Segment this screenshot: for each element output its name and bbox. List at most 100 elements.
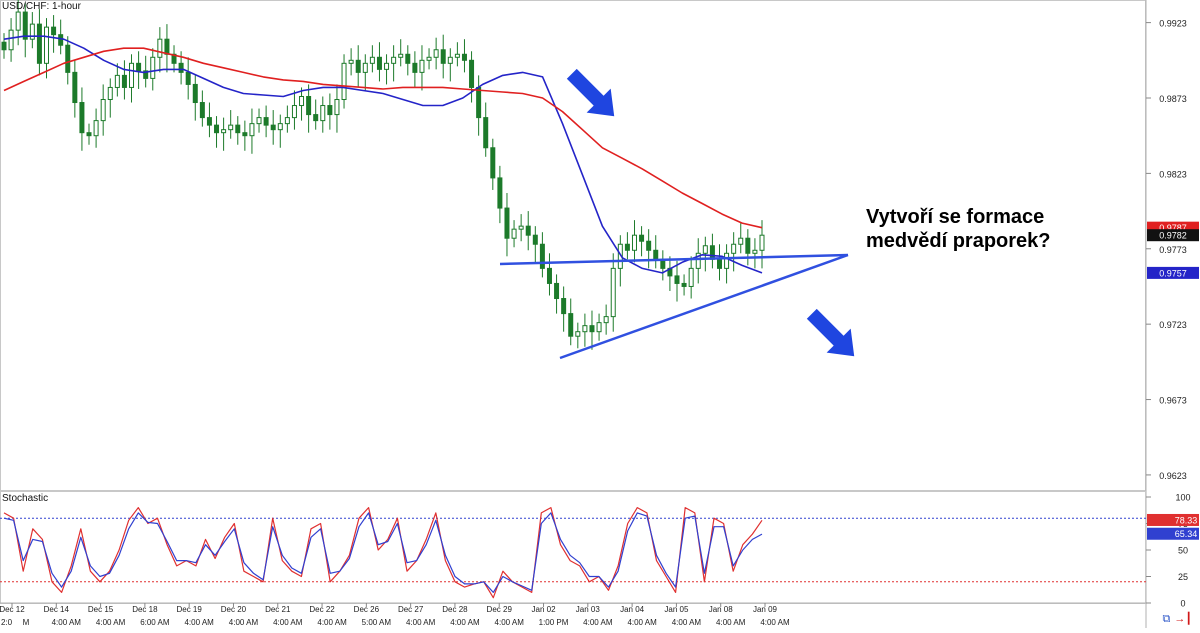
candle-body [440,49,446,64]
candle-body [681,282,687,287]
candle-body [426,56,432,61]
candle-body [469,59,475,88]
symbol-label: USD/CHF: 1-hour [2,1,81,12]
candle-body [44,26,50,64]
date-tick-label: Jan 08 [709,605,734,614]
candle-body [263,117,269,126]
candle-body [86,132,92,137]
compare-icon[interactable]: ⧉ [1162,613,1171,625]
candle-body [214,124,220,134]
candle-body [582,325,588,333]
candle-body [36,23,42,64]
time-tick-label: 4:00 AM [450,618,480,627]
candle-body [589,325,595,333]
candle-body [461,53,467,61]
time-tick-label: 4:00 AM [672,618,702,627]
time-tick-label: 4:00 AM [229,618,259,627]
candle-body [384,62,390,70]
price-label-value: 0.9757 [1159,268,1187,278]
candle-body [93,120,99,137]
stochastic-tick-label: 50 [1178,546,1188,556]
pennant-lower-trendline [559,253,849,360]
candle-body [270,124,276,131]
date-tick-label: Dec 20 [221,605,247,614]
candle-body [192,83,198,104]
footer-tools[interactable]: ⧉ →┃ [1163,612,1192,626]
time-tick-label: 4:00 AM [406,618,436,627]
date-tick-label: Dec 15 [88,605,114,614]
candle-body [454,53,460,58]
date-tick-label: Dec 22 [309,605,335,614]
price-tick-label: 0.9923 [1159,19,1187,29]
candle-body [476,86,482,119]
time-axis: Dec 12 M Dec 14 4:00 AM Dec 15 4:00 AM Dec 18 6… [0,603,790,627]
candle-body [206,117,212,126]
date-tick-label: Dec 12 [0,605,25,614]
candle-body [355,59,361,73]
stochastic-value-box [1147,513,1199,526]
candle-body [306,95,312,116]
candle-body [114,74,120,88]
candle-body [497,177,503,209]
down-arrow-icon-right [806,308,855,357]
candle-body [731,243,737,254]
candle-body [603,316,609,324]
exit-icon[interactable]: →┃ [1174,613,1192,625]
annotation-question: Vytvoří se formace medvědí praporek? [866,205,1051,253]
time-tick-label: 4:00 AM [716,618,746,627]
date-tick-label: Dec 28 [442,605,468,614]
candle-body [596,322,602,333]
candle-body [745,237,751,254]
candle-body [157,38,163,58]
candle-body [327,105,333,116]
candle-body [29,23,35,40]
candle-body [639,234,645,242]
time-tick-label: 4:00 AM [273,618,303,627]
stochastic-value-box [1147,527,1199,540]
candle-body [483,117,489,149]
candle-body [199,102,205,119]
candle-body [724,252,730,269]
price-tick-label: 0.9823 [1159,169,1187,179]
candle-body [348,59,354,64]
down-arrow-icon [566,68,615,117]
time-axis-left-label: 2:0 [1,618,13,627]
candle-body [518,225,524,230]
stochastic-layer [0,507,1146,599]
time-tick-label: 4:00 AM [627,618,657,627]
ma-fast-line [3,35,763,274]
candle-body [277,123,283,131]
candle-body [235,124,241,134]
stochastic-tick-label: 100 [1175,493,1190,503]
time-tick-label: 5:00 AM [362,618,392,627]
candle-body [334,99,340,116]
candle-body [674,275,680,284]
price-label-value: 0.9787 [1159,223,1187,233]
candle-body [624,243,630,251]
time-tick-label: 4:00 AM [52,618,82,627]
candle-body [646,240,652,251]
candle-body [136,62,142,72]
date-tick-label: Dec 19 [176,605,202,614]
stochastic-label: Stochastic [2,493,49,504]
candle-body [171,53,177,64]
candle-body [716,258,722,269]
price-axis: 0.9923 0.9873 0.9823 0.9773 0.9723 0.9673 0.96… [1146,19,1199,481]
candle-body [185,71,191,85]
stochastic-value-label: 65.34 [1175,529,1198,539]
stochastic-value-label: 78.33 [1175,515,1198,525]
candle-body [405,53,411,64]
price-tick-label: 0.9723 [1159,320,1187,330]
candle-body [568,313,574,337]
date-tick-label: Jan 03 [576,605,601,614]
candle-body [433,49,439,58]
candle-body [369,56,375,64]
candle-body [51,26,57,36]
annotation-line-1: Vytvoří se formace [866,206,1045,228]
candle-body [242,132,248,137]
candle-body [100,99,106,122]
candle-body [759,234,765,251]
candle-body [256,117,262,125]
